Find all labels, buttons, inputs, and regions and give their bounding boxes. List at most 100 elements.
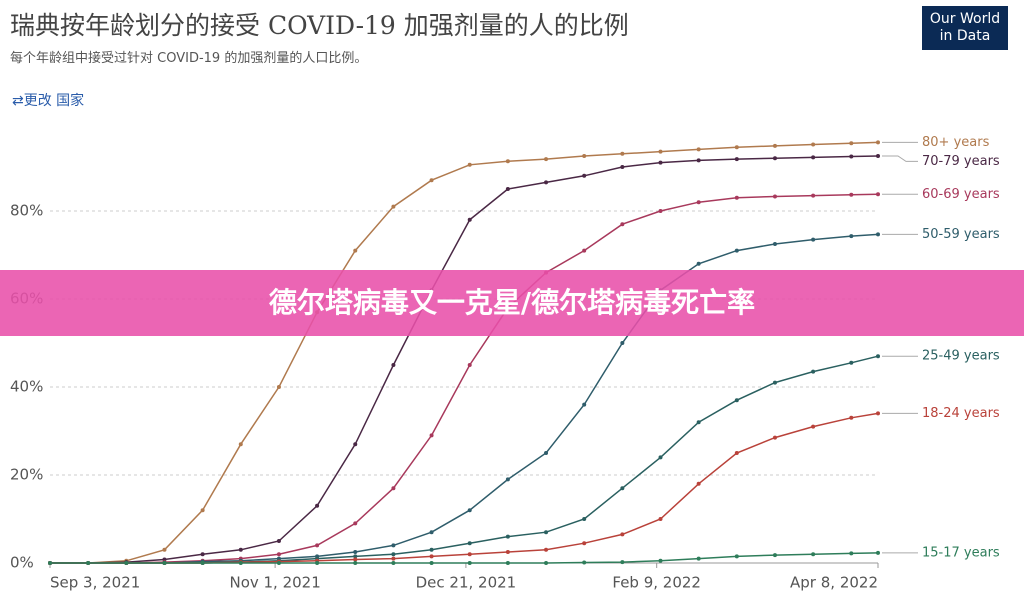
subtitle: 每个年龄组中接受过针对 COVID-19 的加强剂量的人口比例。 (10, 51, 368, 66)
data-point (200, 508, 205, 513)
legend-label: 80+ years (922, 135, 990, 150)
banner: 德尔塔病毒又一克星/德尔塔病毒死亡率 (0, 270, 1024, 336)
data-point (391, 363, 396, 367)
data-point (658, 558, 663, 563)
data-point (505, 477, 510, 482)
data-point (876, 140, 880, 145)
data-point (505, 561, 510, 565)
series-line (50, 193, 879, 564)
legend-label: 60-69 years (922, 187, 1000, 202)
legend-label: 70-79 years (922, 154, 1000, 169)
data-point (811, 155, 816, 160)
data-point (505, 550, 510, 554)
data-point (353, 550, 358, 554)
data-point (315, 561, 320, 565)
data-point (620, 165, 625, 169)
y-tick-label: 40% (10, 378, 43, 396)
data-point (582, 173, 587, 178)
data-point (544, 561, 549, 565)
data-point (772, 380, 777, 385)
data-point (658, 517, 663, 521)
data-point (696, 158, 701, 163)
data-point (353, 557, 358, 562)
data-point (238, 561, 243, 565)
data-point (734, 145, 739, 150)
data-point (391, 556, 396, 561)
data-point (696, 261, 701, 266)
data-point (86, 561, 91, 565)
data-point (353, 561, 358, 565)
data-point (849, 234, 854, 239)
data-point (505, 187, 510, 191)
data-point (162, 561, 167, 565)
data-point (876, 550, 880, 555)
y-tick-label: 20% (10, 466, 43, 484)
data-point (467, 561, 472, 565)
data-point (391, 204, 396, 209)
data-point (658, 455, 663, 460)
data-point (658, 209, 663, 213)
legend-label: 15-17 years (922, 545, 1000, 560)
data-point (429, 530, 434, 535)
data-point (811, 552, 816, 557)
data-point (696, 481, 701, 486)
data-point (276, 561, 281, 565)
data-point (849, 360, 854, 365)
data-point (124, 561, 129, 565)
data-point (582, 517, 587, 521)
data-point (315, 503, 320, 508)
data-point (849, 154, 854, 159)
logo[interactable]: Our World in Data (922, 6, 1008, 50)
data-point (811, 424, 816, 429)
data-point (544, 530, 549, 535)
data-point (620, 486, 625, 491)
logo-line: Our World (929, 11, 1001, 27)
data-point (772, 143, 777, 148)
data-point (620, 151, 625, 156)
data-point (467, 217, 472, 222)
data-point (467, 541, 472, 546)
data-point (429, 178, 434, 183)
y-tick-label: 0% (10, 554, 34, 572)
change-country-button[interactable]: ⇄更改 国家 (12, 93, 85, 109)
data-point (582, 248, 587, 253)
data-point (849, 192, 854, 197)
data-point (276, 539, 281, 543)
data-point (734, 195, 739, 200)
data-point (429, 547, 434, 552)
legend-leader (882, 155, 918, 162)
data-point (467, 552, 472, 557)
x-tick-label: Apr 8, 2022 (790, 574, 878, 592)
x-tick-label: Feb 9, 2022 (612, 574, 701, 592)
data-point (200, 561, 205, 565)
data-point (734, 451, 739, 455)
data-point (505, 159, 510, 164)
data-point (772, 194, 777, 199)
data-point (353, 442, 358, 447)
x-tick-label: Dec 21, 2021 (416, 574, 517, 592)
data-point (658, 149, 663, 154)
title: 瑞典按年龄划分的接受 COVID-19 加强剂量的人的比例 (10, 11, 629, 40)
data-point (772, 553, 777, 558)
legend-label: 50-59 years (922, 227, 1000, 242)
data-point (811, 237, 816, 242)
data-point (849, 415, 854, 420)
data-point (849, 141, 854, 146)
data-point (620, 222, 625, 227)
series-line (50, 141, 879, 564)
data-point (620, 341, 625, 345)
data-point (467, 508, 472, 513)
data-point (772, 242, 777, 246)
data-point (429, 554, 434, 559)
y-tick-label: 80% (10, 202, 43, 220)
data-point (696, 147, 701, 152)
data-point (811, 369, 816, 374)
data-point (620, 560, 625, 565)
data-point (582, 402, 587, 407)
data-point (391, 552, 396, 557)
data-point (876, 232, 880, 237)
data-point (391, 561, 396, 565)
data-point (353, 521, 358, 526)
data-point (582, 541, 587, 546)
